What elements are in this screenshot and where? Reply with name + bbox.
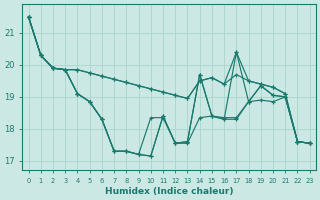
- X-axis label: Humidex (Indice chaleur): Humidex (Indice chaleur): [105, 187, 233, 196]
